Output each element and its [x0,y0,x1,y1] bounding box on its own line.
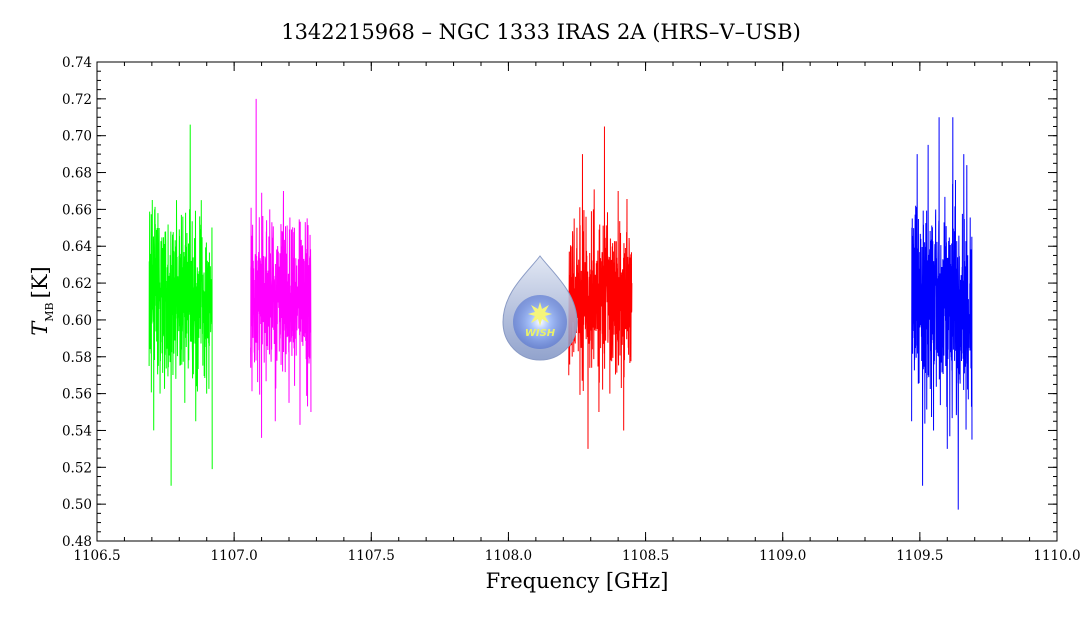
series-4-line [911,117,973,510]
x-tick-label: 1109.5 [896,548,943,564]
series-3-line [568,126,633,449]
x-tick-label: 1108.5 [622,548,669,564]
wish-logo-text: WISH [525,328,556,339]
y-tick-label: 0.50 [62,497,92,513]
y-axis-subscript: MB [43,302,56,321]
y-tick-label: 0.70 [62,129,92,145]
series-3 [568,126,633,449]
y-tick-label: 0.56 [62,387,92,403]
svg-text:TMB[K]: TMB [K] [28,266,56,335]
x-axis-label: Frequency [GHz] [486,569,669,593]
plot-area [148,98,973,510]
star-icon [528,302,552,326]
series-2 [250,98,312,438]
x-tick-label: 1110.0 [1033,548,1080,564]
y-tick-label: 0.74 [62,55,92,71]
y-tick-label: 0.72 [62,92,92,108]
x-tick-label: 1109.0 [759,548,806,564]
y-tick-label: 0.58 [62,350,92,366]
series-2-line [250,98,312,438]
y-tick-label: 0.66 [62,202,92,218]
y-tick-label: 0.52 [62,460,92,476]
series-1 [148,124,213,486]
y-tick-label: 0.68 [62,166,92,182]
y-tick-label: 0.48 [62,534,92,550]
x-tick-label: 1107.0 [211,548,258,564]
y-tick-label: 0.62 [62,276,92,292]
x-tick-label: 1107.5 [348,548,395,564]
y-axis-label: TMB [K] [28,266,56,335]
series-4 [911,117,973,510]
x-tick-label: 1106.5 [73,548,120,564]
y-tick-label: 0.54 [62,423,92,439]
y-tick-label: 0.60 [62,313,92,329]
chart-title: 1342215968 – NGC 1333 IRAS 2A (HRS–V–USB… [281,20,801,44]
axis-tick-labels: 1106.5 1107.0 1107.5 1108.0 1108.5 1109.0 1109… [62,55,1081,564]
series-1-line [148,124,213,486]
y-axis-unit: [K] [28,266,52,298]
x-tick-label: 1108.0 [485,548,532,564]
y-axis-symbol: T [28,320,52,336]
y-tick-label: 0.64 [62,239,92,255]
axis-ticks [96,61,1058,542]
wish-logo: WISH [502,255,578,361]
